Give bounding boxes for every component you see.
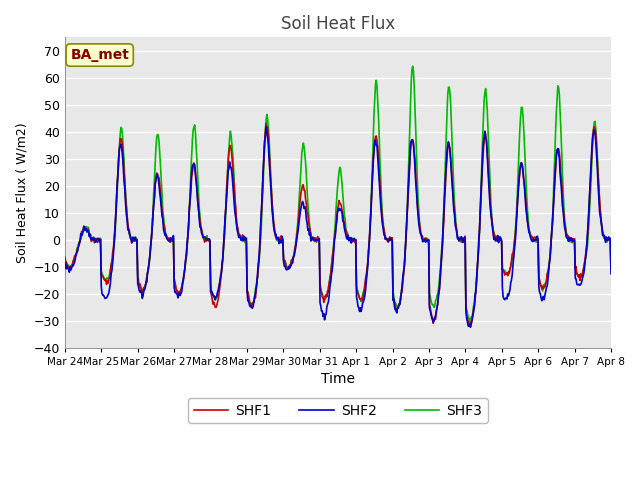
SHF1 — [262, 120, 270, 126]
SHF2 — [262, 123, 270, 129]
SHF1 — [607, 267, 615, 273]
SHF1 — [182, 253, 190, 259]
SHF2 — [421, 237, 429, 242]
Text: BA_met: BA_met — [70, 48, 129, 62]
SHF1 — [127, 236, 135, 241]
Y-axis label: Soil Heat Flux ( W/m2): Soil Heat Flux ( W/m2) — [15, 122, 28, 263]
SHF2 — [405, 172, 413, 178]
Legend: SHF1, SHF2, SHF3: SHF1, SHF2, SHF3 — [188, 398, 488, 423]
SHF3 — [404, 177, 412, 183]
SHF2 — [607, 271, 615, 276]
SHF3 — [61, 256, 68, 262]
X-axis label: Time: Time — [321, 372, 355, 386]
SHF2 — [127, 235, 135, 241]
Line: SHF2: SHF2 — [65, 126, 611, 327]
SHF3 — [71, 257, 79, 263]
SHF3 — [127, 235, 135, 241]
SHF3 — [467, 320, 474, 325]
SHF1 — [211, 304, 219, 310]
Line: SHF1: SHF1 — [65, 123, 611, 327]
Title: Soil Heat Flux: Soil Heat Flux — [281, 15, 395, 33]
SHF2 — [71, 259, 79, 265]
SHF3 — [409, 63, 417, 69]
SHF3 — [607, 264, 615, 270]
SHF2 — [61, 260, 68, 266]
SHF1 — [405, 178, 413, 183]
SHF2 — [211, 297, 219, 302]
SHF1 — [61, 254, 68, 260]
SHF1 — [421, 236, 429, 242]
SHF2 — [182, 251, 190, 257]
SHF2 — [467, 324, 474, 330]
SHF1 — [467, 324, 474, 330]
SHF1 — [71, 253, 79, 259]
SHF3 — [182, 255, 190, 261]
SHF3 — [421, 235, 429, 241]
Line: SHF3: SHF3 — [65, 66, 611, 323]
SHF3 — [211, 297, 219, 303]
